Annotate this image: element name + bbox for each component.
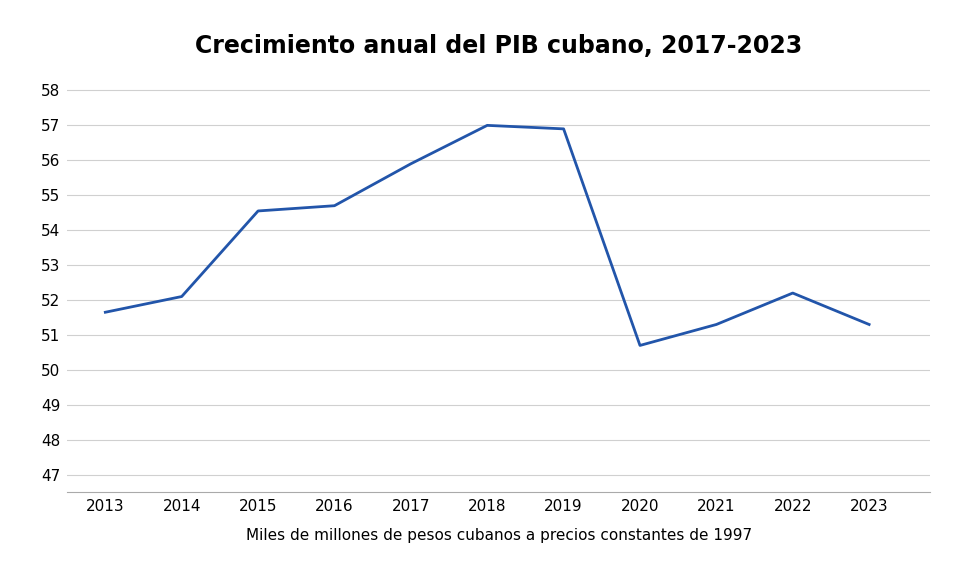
- X-axis label: Miles de millones de pesos cubanos a precios constantes de 1997: Miles de millones de pesos cubanos a pre…: [246, 528, 752, 543]
- Title: Crecimiento anual del PIB cubano, 2017-2023: Crecimiento anual del PIB cubano, 2017-2…: [195, 34, 803, 58]
